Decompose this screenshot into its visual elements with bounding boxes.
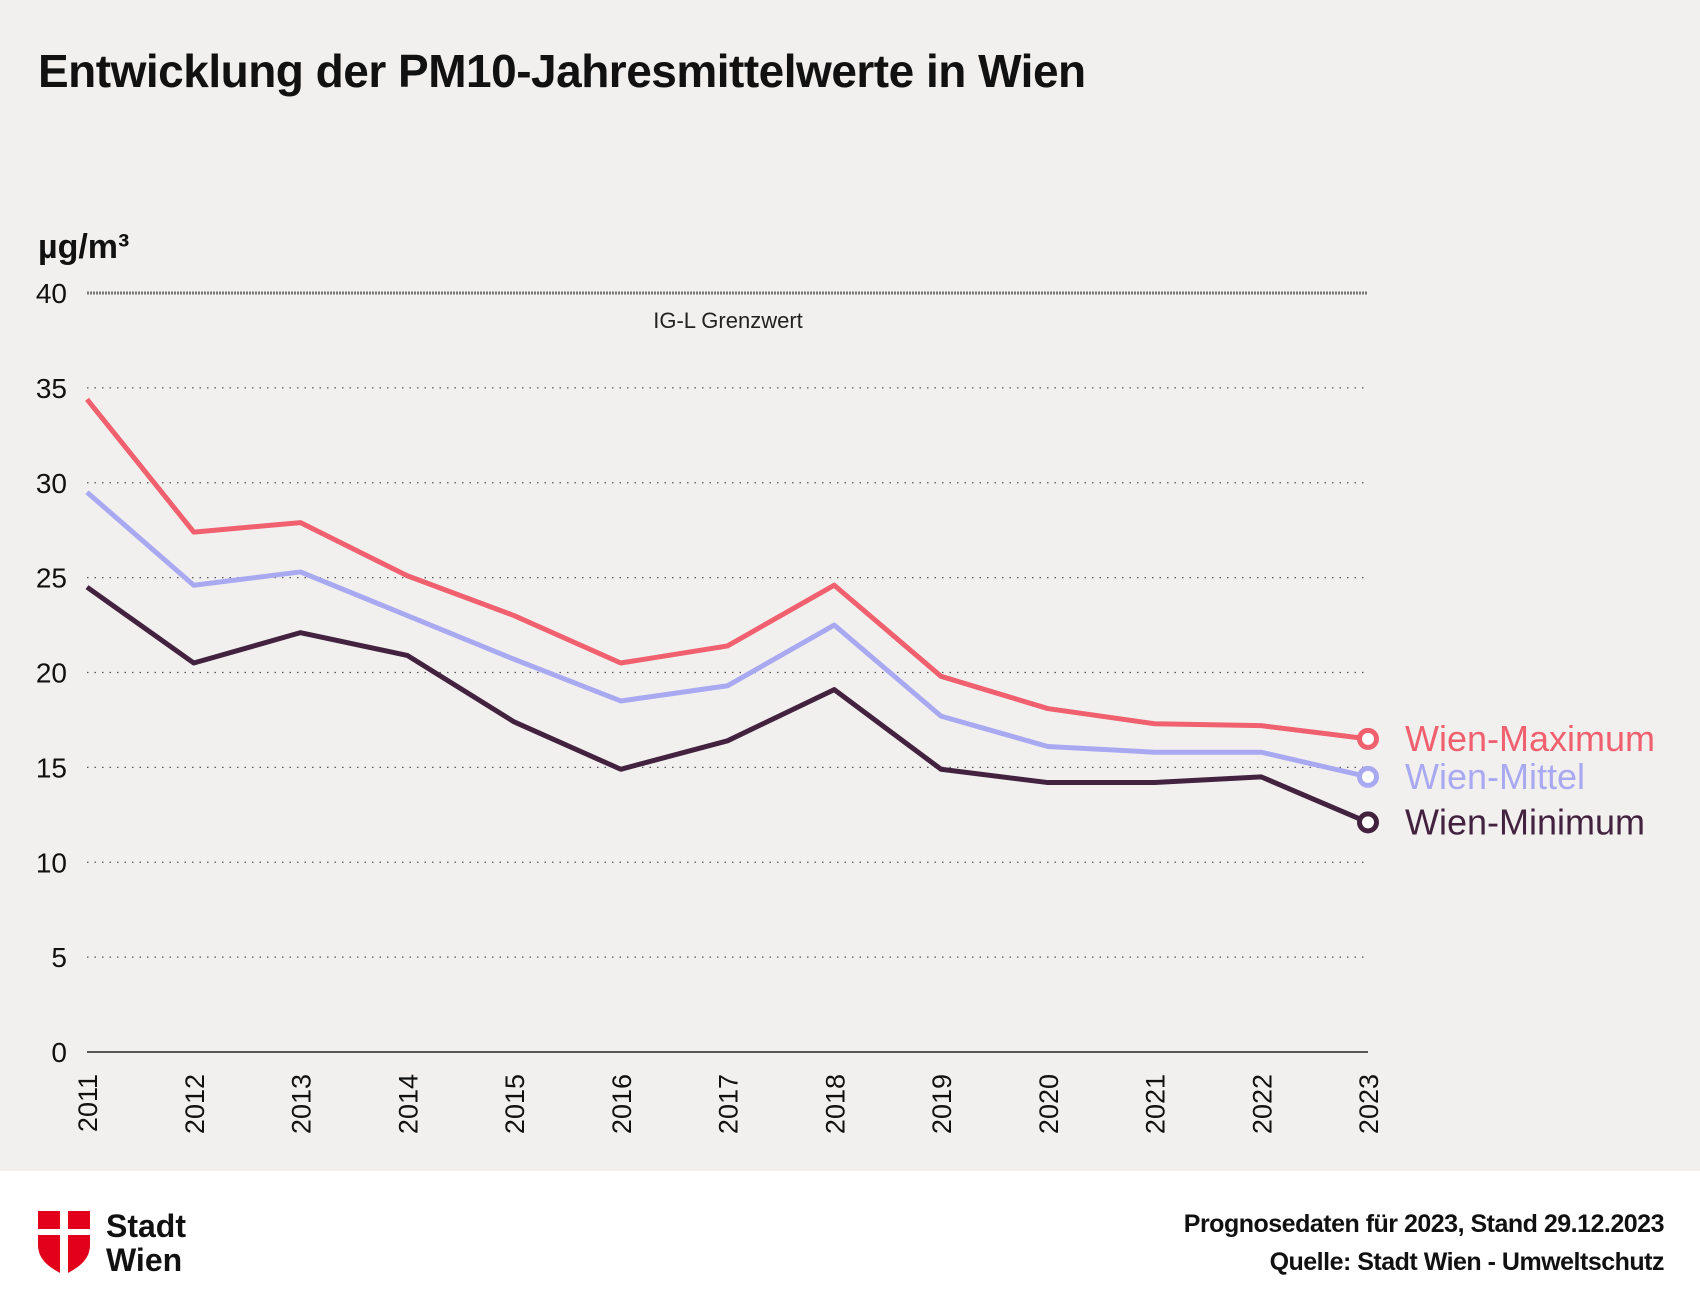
y-tick-label: 40 — [36, 278, 67, 309]
x-tick-label: 2013 — [287, 1074, 317, 1134]
x-tick-label: 2023 — [1354, 1074, 1384, 1134]
x-tick-label: 2021 — [1141, 1074, 1171, 1134]
y-tick-label: 10 — [36, 847, 67, 878]
y-tick-label: 15 — [36, 752, 67, 783]
y-tick-label: 35 — [36, 373, 67, 404]
y-tick-label: 25 — [36, 563, 67, 594]
y-tick-label: 0 — [51, 1037, 67, 1068]
end-marker — [1357, 727, 1379, 750]
x-tick-label: 2011 — [73, 1074, 103, 1132]
footer: Stadt Wien Prognosedaten für 2023, Stand… — [0, 1171, 1700, 1309]
end-marker — [1357, 811, 1379, 834]
y-tick-label: 30 — [36, 468, 67, 499]
x-tick-label: 2015 — [500, 1074, 530, 1134]
x-tick-label: 2018 — [820, 1074, 850, 1134]
series-line-wien-maximum — [85, 397, 1369, 742]
logo-line2: Wien — [106, 1242, 183, 1278]
wien-shield-icon — [38, 1211, 90, 1275]
stadt-wien-logo: Stadt Wien — [38, 1209, 186, 1277]
legend-label: Wien-Minimum — [1405, 801, 1645, 842]
logo-line1: Stadt — [106, 1208, 186, 1244]
x-tick-label: 2016 — [607, 1074, 637, 1134]
source-note: Quelle: Stadt Wien - Umweltschutz — [1269, 1248, 1665, 1276]
y-axis-label: µg/m³ — [38, 228, 129, 266]
legend-label: Wien-Mittel — [1405, 756, 1585, 797]
line-chart: µg/m³ 0 5 10 15 20 25 30 35 40 IG-L Grenzwert 2011 2… — [36, 228, 1655, 1134]
x-tick-label: 2022 — [1247, 1074, 1277, 1134]
x-tick-label: 2017 — [714, 1074, 744, 1134]
series-line-wien-minimum — [85, 585, 1369, 825]
x-tick-label: 2014 — [393, 1074, 423, 1134]
y-tick-label: 20 — [36, 658, 67, 689]
forecast-note: Prognosedaten für 2023, Stand 29.12.2023 — [1183, 1210, 1665, 1238]
end-marker — [1357, 765, 1379, 788]
x-tick-label: 2019 — [927, 1074, 957, 1134]
chart-title: Entwicklung der PM10-Jahresmittelwerte i… — [38, 45, 1086, 97]
reference-line-label: IG-L Grenzwert — [653, 308, 803, 333]
legend-label: Wien-Maximum — [1405, 718, 1655, 759]
x-tick-label: 2012 — [180, 1074, 210, 1134]
y-tick-label: 5 — [51, 942, 67, 973]
x-tick-label: 2020 — [1034, 1074, 1064, 1134]
series-line-wien-mittel — [85, 490, 1369, 780]
